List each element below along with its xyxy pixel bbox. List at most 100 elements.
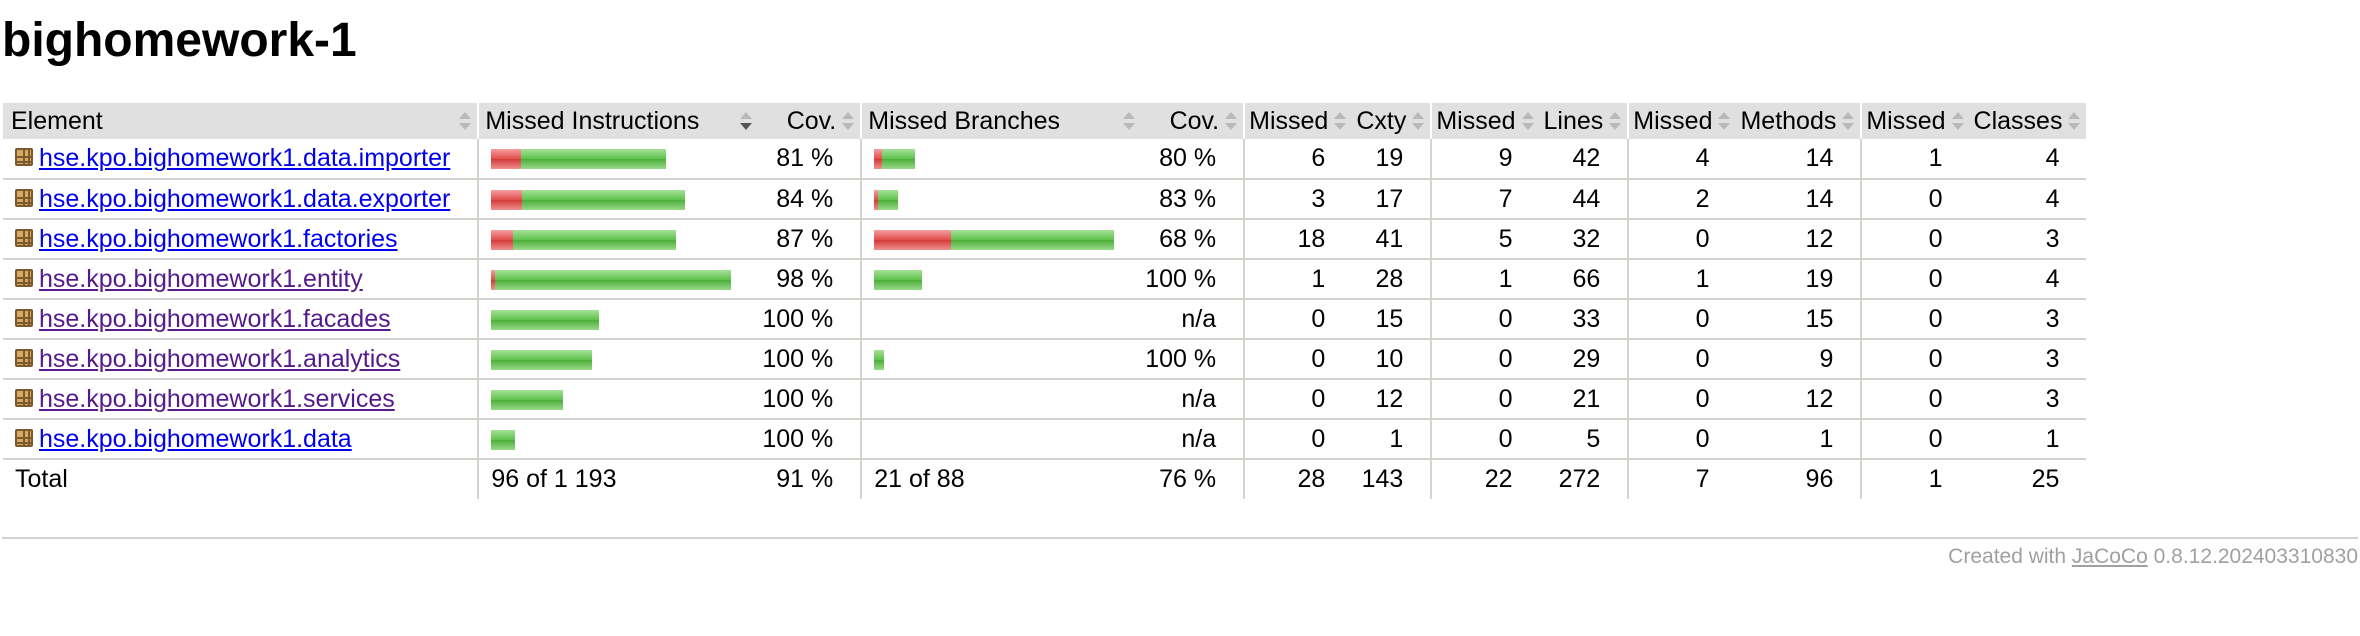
table-row: hse.kpo.bighomework1.facades 100 % n/a 0 15 0… bbox=[3, 299, 2087, 340]
total-methods: 96 bbox=[1805, 465, 1834, 493]
missed-methods: 0 bbox=[1627, 379, 1737, 420]
column-header-label: Missed Instructions bbox=[485, 106, 700, 135]
column-header-missed-instructions[interactable]: Missed Instructions bbox=[477, 103, 759, 139]
sort-icon bbox=[1521, 111, 1534, 131]
sort-icon bbox=[2068, 111, 2081, 131]
branches-coverage-bar bbox=[874, 149, 916, 170]
complexity: 12 bbox=[1352, 379, 1432, 420]
branches-covered-bar bbox=[874, 349, 885, 370]
package-icon bbox=[15, 308, 33, 327]
instructions-coverage-bar bbox=[491, 389, 564, 410]
package-cell: hse.kpo.bighomework1.data bbox=[3, 419, 479, 460]
complexity: 28 bbox=[1352, 259, 1432, 300]
branches-covered-bar bbox=[878, 189, 899, 210]
column-header-lines[interactable]: Lines bbox=[1539, 103, 1629, 139]
instructions-bar-cell bbox=[477, 299, 759, 340]
column-header-element[interactable]: Element bbox=[3, 103, 479, 139]
column-header-missed-classes[interactable]: Missed bbox=[1860, 103, 1970, 139]
classes: 3 bbox=[1969, 339, 2087, 380]
column-header-missed-complexity[interactable]: Missed bbox=[1243, 103, 1353, 139]
missed-lines: 1 bbox=[1430, 259, 1540, 300]
package-link[interactable]: hse.kpo.bighomework1.factories bbox=[39, 224, 398, 253]
package-cell: hse.kpo.bighomework1.facades bbox=[3, 299, 479, 340]
instructions-coverage: 87 % bbox=[758, 219, 862, 260]
package-link[interactable]: hse.kpo.bighomework1.data.exporter bbox=[39, 184, 451, 213]
column-header-complexity[interactable]: Cxty bbox=[1352, 103, 1432, 139]
methods: 12 bbox=[1736, 219, 1862, 260]
instructions-covered-bar bbox=[491, 349, 593, 370]
package-cell: hse.kpo.bighomework1.entity bbox=[3, 259, 479, 300]
column-header-methods[interactable]: Methods bbox=[1736, 103, 1862, 139]
instructions-coverage-bar bbox=[491, 149, 667, 170]
branches-missed-bar bbox=[874, 229, 952, 250]
package-link[interactable]: hse.kpo.bighomework1.analytics bbox=[39, 344, 401, 373]
total-missed-lines: 22 bbox=[1430, 459, 1540, 499]
instructions-bar-cell bbox=[477, 139, 759, 180]
branches-bar-cell bbox=[860, 139, 1142, 180]
table-header-row: Element Missed Instructions Cov. Missed … bbox=[3, 103, 2087, 139]
instructions-missed-bar bbox=[491, 229, 514, 250]
branches-bar-cell bbox=[860, 179, 1142, 220]
package-link[interactable]: hse.kpo.bighomework1.data.importer bbox=[39, 144, 451, 172]
jacoco-link[interactable]: JaCoCo bbox=[2071, 545, 2148, 568]
package-icon bbox=[15, 148, 33, 167]
sort-icon bbox=[1609, 111, 1622, 131]
instructions-coverage-bar bbox=[491, 269, 732, 290]
column-header-label: Missed bbox=[1866, 106, 1946, 135]
classes: 1 bbox=[1969, 419, 2087, 460]
column-header-missed-lines[interactable]: Missed bbox=[1430, 103, 1540, 139]
missed-complexity: 0 bbox=[1243, 339, 1353, 380]
instructions-missed-bar bbox=[491, 149, 522, 170]
column-header-branches-coverage[interactable]: Cov. bbox=[1141, 103, 1245, 139]
column-header-instructions-coverage[interactable]: Cov. bbox=[758, 103, 862, 139]
branches-bar-cell bbox=[860, 379, 1142, 420]
sort-icon bbox=[1412, 111, 1425, 131]
branches-bar-cell bbox=[860, 299, 1142, 340]
missed-lines: 0 bbox=[1430, 419, 1540, 460]
table-row: hse.kpo.bighomework1.services 100 % n/a 0 12… bbox=[3, 379, 2087, 420]
lines: 42 bbox=[1539, 139, 1629, 180]
package-cell: hse.kpo.bighomework1.analytics bbox=[3, 339, 479, 380]
classes: 3 bbox=[1969, 219, 2087, 260]
missed-complexity: 0 bbox=[1243, 299, 1353, 340]
branches-covered-bar bbox=[882, 149, 916, 170]
sort-icon bbox=[842, 111, 855, 131]
column-header-label: Lines bbox=[1543, 106, 1604, 135]
table-body: hse.kpo.bighomework1.data.importer 81 % 80… bbox=[3, 139, 2087, 460]
classes: 4 bbox=[1969, 139, 2087, 180]
table-row: hse.kpo.bighomework1.data 100 % n/a 0 1 0 5 0 1 0… bbox=[3, 419, 2087, 460]
branches-covered-bar bbox=[874, 269, 923, 290]
total-branches: 21 of 88 bbox=[860, 459, 1142, 499]
missed-methods: 0 bbox=[1627, 219, 1737, 260]
branches-coverage: 80 % bbox=[1141, 139, 1245, 180]
missed-complexity: 3 bbox=[1243, 179, 1353, 220]
lines: 66 bbox=[1539, 259, 1629, 300]
table-row: hse.kpo.bighomework1.entity 98 % 100 % 1 28 1… bbox=[3, 259, 2087, 300]
instructions-coverage-bar bbox=[491, 229, 677, 250]
branches-coverage-bar bbox=[874, 269, 923, 290]
missed-complexity: 0 bbox=[1243, 419, 1353, 460]
missed-classes: 0 bbox=[1860, 259, 1970, 300]
missed-classes: 0 bbox=[1860, 219, 1970, 260]
column-header-missed-branches[interactable]: Missed Branches bbox=[860, 103, 1142, 139]
instructions-bar-cell bbox=[477, 339, 759, 380]
total-lines: 272 bbox=[1558, 465, 1601, 493]
column-header-label: Cov. bbox=[786, 106, 837, 135]
table-row: hse.kpo.bighomework1.factories 87 % 68 % 18… bbox=[3, 219, 2087, 260]
package-icon bbox=[15, 348, 33, 367]
column-header-missed-methods[interactable]: Missed bbox=[1627, 103, 1737, 139]
missed-classes: 0 bbox=[1860, 419, 1970, 460]
package-link[interactable]: hse.kpo.bighomework1.services bbox=[39, 384, 395, 413]
package-link[interactable]: hse.kpo.bighomework1.data bbox=[39, 424, 352, 453]
package-link[interactable]: hse.kpo.bighomework1.facades bbox=[39, 304, 391, 333]
instructions-covered-bar bbox=[521, 149, 667, 170]
missed-methods: 0 bbox=[1627, 419, 1737, 460]
missed-classes: 1 bbox=[1860, 139, 1970, 180]
branches-coverage-bar bbox=[874, 349, 885, 370]
methods: 15 bbox=[1736, 299, 1862, 340]
package-icon bbox=[15, 428, 33, 447]
column-header-label: Cov. bbox=[1169, 106, 1220, 135]
sort-icon bbox=[1225, 111, 1238, 131]
column-header-classes[interactable]: Classes bbox=[1969, 103, 2087, 139]
package-link[interactable]: hse.kpo.bighomework1.entity bbox=[39, 264, 363, 293]
